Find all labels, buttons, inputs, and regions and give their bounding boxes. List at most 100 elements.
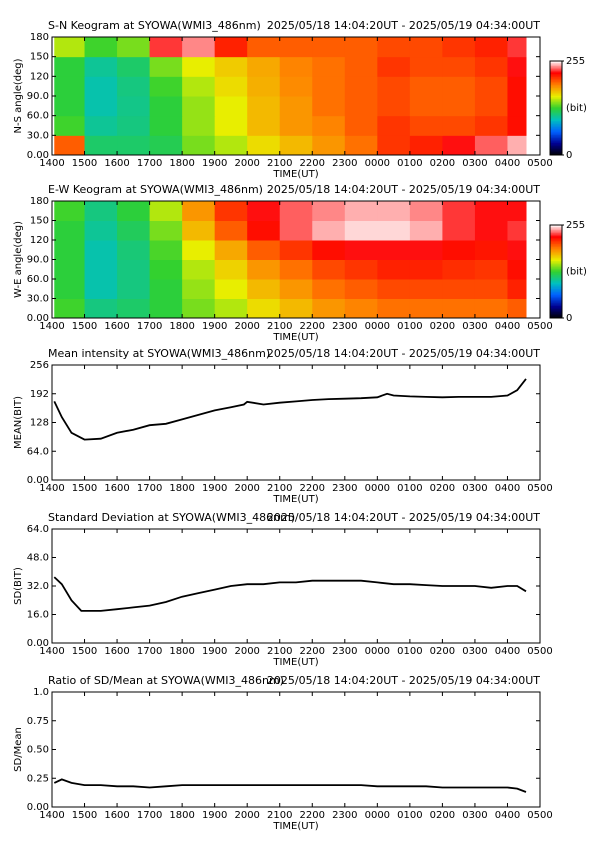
keogram-cell (214, 96, 248, 117)
colorbar-step (550, 242, 562, 244)
chart-subtitle: 2025/05/18 14:04:20UT - 2025/05/19 04:34… (267, 19, 540, 32)
x-tick-label: 0300 (462, 158, 487, 169)
chart-title: Standard Deviation at SYOWA(WMI3_486nm) (48, 511, 295, 524)
colorbar-step (550, 79, 562, 82)
keogram-cell (214, 56, 248, 77)
keogram-cell (54, 56, 86, 77)
x-tick-label: 0500 (527, 158, 552, 169)
colorbar-step (550, 288, 562, 291)
y-tick-label: 60.0 (27, 274, 49, 285)
colorbar-step (550, 269, 562, 272)
keogram-cell (409, 135, 443, 156)
y-tick-label: 90.0 (27, 255, 49, 266)
x-tick-label: 1700 (137, 810, 162, 821)
colorbar-step (550, 252, 562, 255)
colorbar-step (550, 245, 562, 248)
x-axis-label: TIME(UT) (272, 169, 318, 180)
colorbar-step (550, 153, 562, 156)
y-tick-label: 0.50 (27, 745, 49, 756)
keogram-cell (214, 37, 248, 58)
colorbar-step (550, 106, 562, 109)
keogram-cell (84, 240, 118, 260)
x-tick-label: 1800 (169, 810, 194, 821)
keogram-cell (409, 115, 443, 136)
keogram-cell (409, 259, 443, 280)
keogram-cell (507, 201, 527, 221)
colorbar-step (550, 87, 562, 90)
keogram-cell (474, 115, 508, 136)
keogram-cell (312, 56, 346, 77)
keogram-cell (182, 115, 216, 136)
keogram-cell (507, 37, 527, 58)
colorbar-step (550, 76, 562, 79)
x-tick-label: 0400 (495, 321, 520, 332)
keogram-cell (377, 76, 411, 97)
keogram-cell (54, 76, 86, 97)
x-tick-label: 0200 (430, 810, 455, 821)
keogram-cell (214, 115, 248, 136)
x-tick-label: 1900 (202, 158, 227, 169)
keogram-cell (84, 96, 118, 117)
colorbar-step (550, 139, 562, 142)
colorbar-step (550, 314, 562, 317)
y-tick-label: 120 (30, 235, 49, 246)
colorbar-step (550, 285, 562, 288)
x-tick-label: 1700 (137, 483, 162, 494)
x-tick-label: 2000 (234, 483, 259, 494)
colorbar-step (550, 299, 562, 302)
x-tick-label: 2300 (332, 810, 357, 821)
keogram-cell (182, 96, 216, 117)
keogram-cell (409, 56, 443, 77)
keogram-cell (344, 37, 378, 58)
keogram-cell (279, 96, 313, 117)
x-tick-label: 0000 (365, 321, 390, 332)
keogram-cell (279, 220, 313, 241)
keogram-cell (54, 259, 86, 280)
y-tick-label: 90.0 (27, 91, 49, 102)
keogram-cell (149, 298, 183, 319)
colorbar-frame (549, 60, 563, 156)
x-tick-label: 1700 (137, 321, 162, 332)
chart-subtitle: 2025/05/18 14:04:20UT - 2025/05/19 04:34… (267, 511, 540, 524)
colorbar-step (550, 249, 562, 252)
x-tick-label: 1500 (72, 646, 97, 657)
keogram-cell (149, 115, 183, 136)
y-tick-label: 192 (30, 389, 49, 400)
y-tick-label: 30.0 (27, 130, 49, 141)
colorbar-step (550, 78, 562, 81)
colorbar-step (550, 229, 562, 232)
keogram-cell (182, 56, 216, 77)
x-tick-label: 1800 (169, 321, 194, 332)
keogram-cell (312, 220, 346, 241)
colorbar-step (550, 134, 562, 137)
colorbar-step (550, 137, 562, 140)
colorbar-step (550, 237, 562, 240)
colorbar-step (550, 231, 562, 234)
x-axis-label: TIME(UT) (272, 821, 318, 832)
colorbar-step (550, 136, 562, 139)
colorbar-step (550, 268, 562, 271)
colorbar-step (550, 307, 562, 310)
colorbar-step (550, 271, 562, 274)
colorbar-step (550, 131, 562, 134)
colorbar-step (550, 68, 562, 71)
x-tick-label: 0300 (462, 321, 487, 332)
y-axis-label: SD(BIT) (13, 567, 24, 605)
x-tick-label: 0000 (365, 483, 390, 494)
chart-subtitle: 2025/05/18 14:04:20UT - 2025/05/19 04:34… (267, 347, 540, 360)
colorbar-tick-label: 255 (566, 56, 585, 67)
x-tick-label: 0400 (495, 483, 520, 494)
keogram-cell (214, 279, 248, 299)
colorbar-step (550, 274, 562, 277)
keogram-cell (247, 259, 281, 280)
y-tick-label: 1.0 (33, 687, 49, 698)
keogram-cell (344, 56, 378, 77)
colorbar-step (550, 125, 562, 128)
colorbar-step (550, 151, 562, 154)
x-tick-label: 0000 (365, 646, 390, 657)
keogram-cell (377, 135, 411, 156)
keogram-cell (247, 201, 281, 221)
x-tick-label: 2200 (300, 158, 325, 169)
y-tick-label: 0.00 (27, 638, 49, 649)
keogram-cell (117, 259, 151, 280)
